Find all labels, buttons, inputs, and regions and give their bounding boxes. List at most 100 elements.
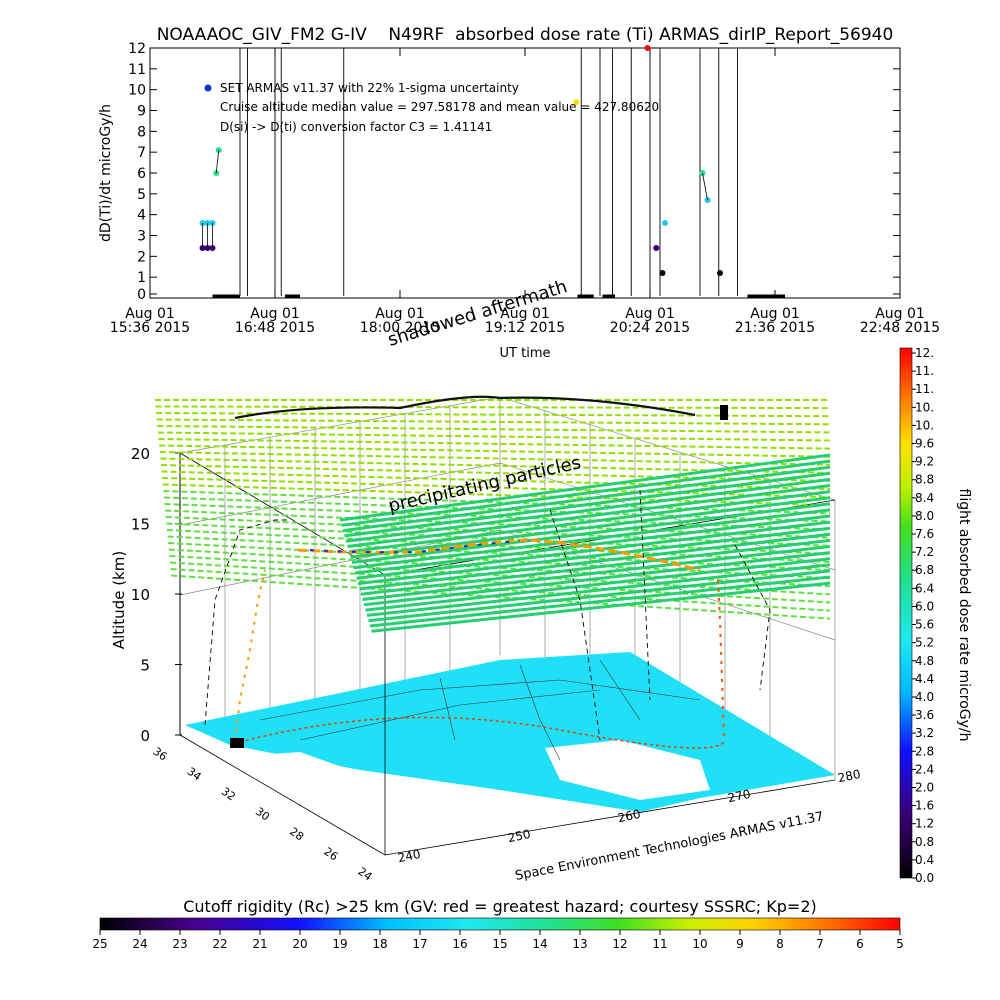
- plateau-stripe: [342, 465, 831, 533]
- rc-tick-label: 15: [492, 937, 507, 951]
- x-tick-label-date: Aug 01: [875, 306, 925, 322]
- plateau-stripe: [345, 477, 831, 543]
- lon-tick-label: 250: [507, 827, 532, 845]
- plateau-stripe: [168, 548, 831, 588]
- plateau-stripe: [363, 551, 831, 607]
- plateau-stripe: [159, 444, 831, 458]
- x-tick-label-date: Aug 01: [500, 306, 550, 322]
- plateau-stripe: [371, 581, 831, 633]
- dose-point: [662, 220, 668, 226]
- z-tick-label: 20: [131, 445, 150, 463]
- dose-point: [653, 245, 660, 251]
- plateau-stripe: [362, 545, 831, 601]
- dose-tick-label: 5.6: [915, 618, 934, 632]
- y-tick-label: 0: [137, 287, 146, 303]
- plateau-stripe: [162, 483, 831, 507]
- lat-tick-label: 34: [185, 765, 204, 784]
- sea-left: [260, 752, 420, 795]
- plateau-stripe: [359, 532, 831, 591]
- flight-path-upper: [234, 395, 696, 420]
- x-tick-label-date: Aug 01: [750, 306, 800, 322]
- y-tick-label: 11: [128, 62, 146, 78]
- dose-tick-label: 10.: [915, 418, 934, 432]
- plateau-stripe: [351, 502, 831, 564]
- lon-tick-label: 240: [397, 847, 422, 865]
- lat-tick-label: 32: [219, 785, 238, 804]
- rc-tick-label: 22: [212, 937, 227, 951]
- plateau-stripe: [159, 451, 831, 466]
- z-tick-label: 5: [140, 657, 150, 675]
- longitude-ticks: 240 250 260 270 280: [397, 767, 862, 865]
- rc-tick-label: 8: [776, 937, 784, 951]
- altitude-axis: 0 5 10 15 20: [131, 445, 182, 745]
- rc-tick-label: 18: [372, 937, 387, 951]
- dose-tick-label: 11.: [915, 382, 934, 396]
- legend-marker: [204, 84, 212, 92]
- dose-tick-label: 12.: [915, 346, 934, 360]
- plateau-stripe: [365, 557, 831, 612]
- rc-tick-label: 20: [292, 937, 307, 951]
- end-marker: [720, 405, 728, 420]
- lon-tick-label: 270: [727, 787, 752, 805]
- dose-tick-label: 4.8: [915, 654, 934, 668]
- state-borders: [259, 659, 701, 761]
- plateau-stripe: [344, 471, 831, 538]
- rc-tick-label: 24: [132, 937, 147, 951]
- x-tick-label-date: Aug 01: [375, 306, 425, 322]
- dose-tick-label: 0.4: [915, 853, 934, 867]
- plateau-stripe: [347, 484, 831, 548]
- rc-tick-label: 11: [652, 937, 667, 951]
- lat-tick-label: 24: [356, 865, 375, 884]
- y-tick-label: 5: [137, 187, 146, 203]
- plateau-stripe: [366, 563, 831, 617]
- flight-projection-dashes: [204, 489, 771, 741]
- rc-tick-label: 23: [172, 937, 187, 951]
- dose-tick-label: 8.0: [915, 509, 934, 523]
- plateau-stripe: [163, 490, 831, 515]
- rc-tick-label: 17: [412, 937, 427, 951]
- lat-tick-label: 26: [321, 845, 340, 864]
- dose-tick-label: 2.8: [915, 744, 934, 758]
- gulf-water: [545, 740, 710, 800]
- lon-tick-label: 280: [837, 767, 862, 785]
- rc-tick-label: 25: [92, 937, 107, 951]
- dose-tick-label: 0.8: [915, 835, 934, 849]
- plateau-stripe: [350, 496, 831, 559]
- plateau-stripe: [156, 418, 831, 426]
- plateau-stripe: [157, 431, 831, 442]
- dose-point: [573, 99, 580, 106]
- rc-tick-label: 19: [332, 937, 347, 951]
- plateau-stripe: [165, 509, 831, 539]
- x-tick-label-time: 22:48 2015: [860, 320, 940, 336]
- plateau-stripe: [161, 470, 831, 491]
- flight-3d-view: 0 5 10 15 20 Altitude (km) 36 34 32 30 28 26 24 24…: [110, 276, 862, 884]
- z-tick-label: 10: [131, 586, 150, 604]
- dose-tick-label: 1.2: [915, 817, 934, 831]
- dose-tick-label: 4.4: [915, 672, 934, 686]
- plateau-stripe: [353, 508, 831, 570]
- ascent-trace: [234, 569, 266, 741]
- x-tick-label-time: 20:24 2015: [610, 320, 690, 336]
- ground-map: [185, 652, 835, 812]
- dose-tick-label: 7.6: [915, 527, 934, 541]
- x-tick-label-date: Aug 01: [625, 306, 675, 322]
- dose-tick-label: 5.2: [915, 636, 934, 650]
- x-tick-label-time: 19:12 2015: [485, 320, 565, 336]
- plateau-stripe: [356, 520, 831, 580]
- dose-tick-label: 8.4: [915, 491, 934, 505]
- dose-tick-label: 3.6: [915, 708, 934, 722]
- y-tick-label: 7: [137, 145, 146, 161]
- dose-colorbar-label: flight absorbed dose rate microGy/h: [956, 489, 972, 742]
- rc-tick-label: 21: [252, 937, 267, 951]
- altitude-label: Altitude (km): [110, 551, 128, 649]
- y-tick-label: 3: [137, 229, 146, 245]
- plateau-stripe: [166, 522, 831, 555]
- plateau-stripe: [369, 575, 831, 628]
- lat-tick-label: 28: [287, 825, 306, 844]
- x-tick-label-time: 15:36 2015: [110, 320, 190, 336]
- x-tick-label-date: Aug 01: [250, 306, 300, 322]
- plateau-stripe: [354, 514, 831, 575]
- ground-track: [239, 716, 726, 749]
